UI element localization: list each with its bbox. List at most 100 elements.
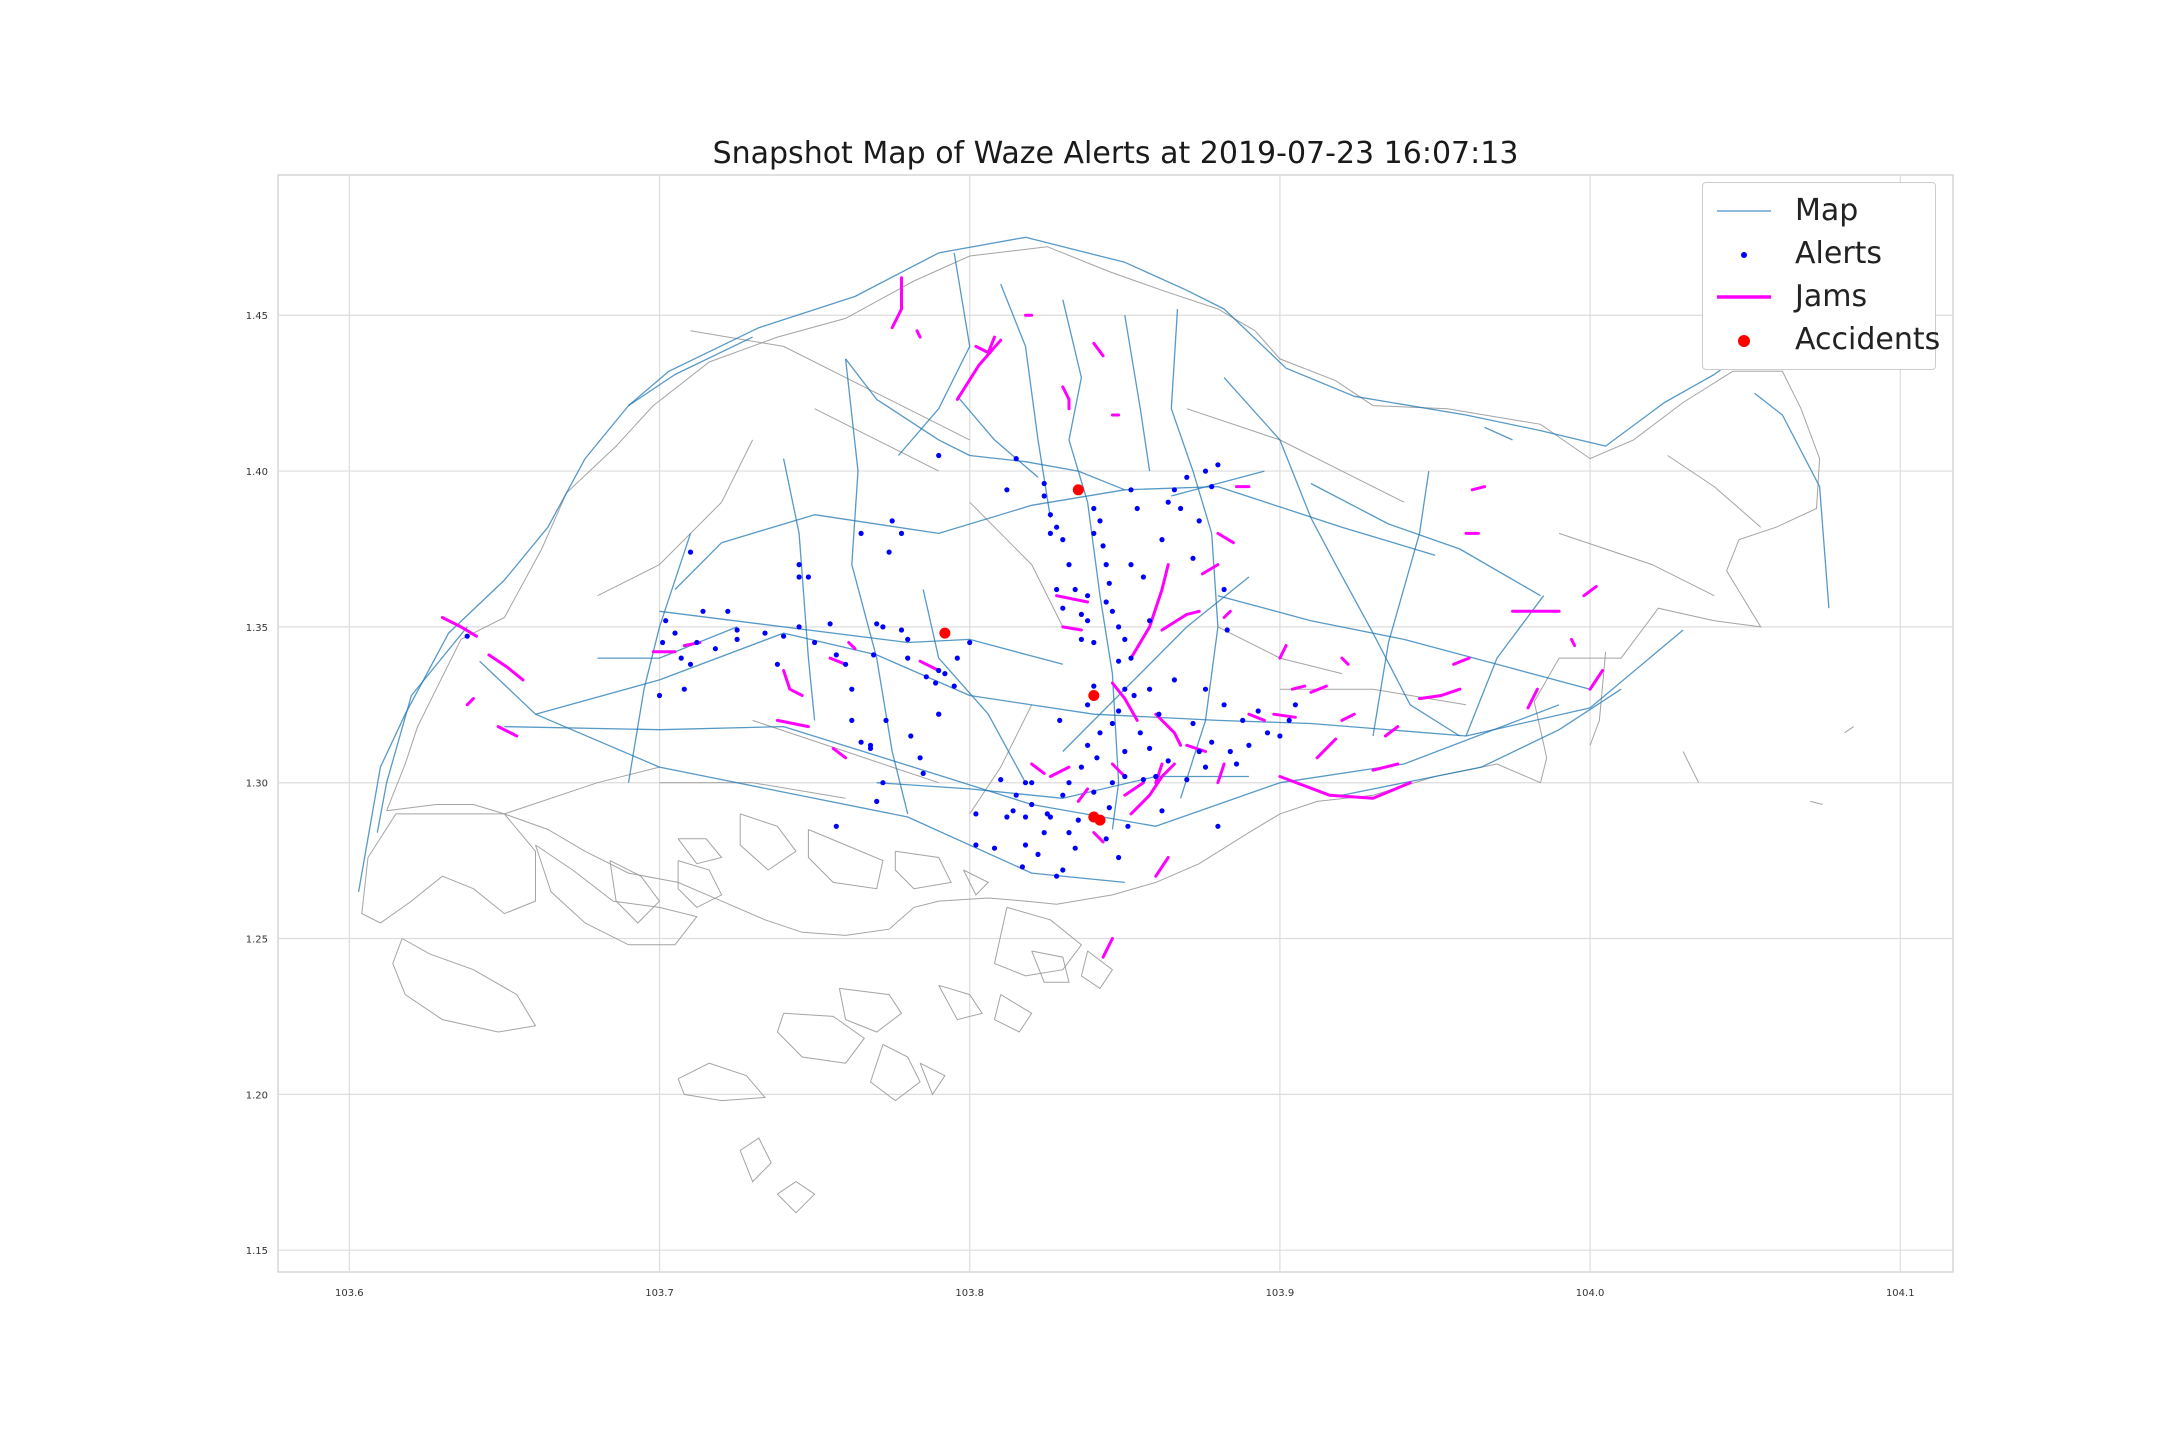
alert-point — [1165, 758, 1171, 764]
jam-segment — [1048, 765, 1071, 778]
land-outline — [1080, 950, 1114, 990]
alert-point — [936, 711, 942, 717]
alert-point — [1215, 823, 1221, 829]
jam-segment — [1247, 712, 1266, 722]
alert-point — [942, 671, 948, 677]
jam-segment — [1123, 781, 1145, 797]
jam-segment — [955, 338, 1003, 401]
alert-point — [1292, 702, 1298, 708]
alert-point — [905, 655, 911, 661]
jam-segment — [1278, 775, 1412, 800]
land-outline — [869, 1044, 921, 1102]
jam-segment — [1110, 681, 1139, 722]
jam-segment — [890, 276, 903, 330]
alert-point — [812, 639, 818, 646]
alert-point — [1227, 748, 1233, 755]
map-road — [659, 610, 1063, 665]
alert-point — [1233, 761, 1240, 767]
alerts-layer — [464, 452, 1298, 879]
jam-segment — [831, 746, 848, 760]
land-outline — [1589, 651, 1607, 746]
alert-point — [874, 798, 880, 805]
map-road — [357, 236, 1762, 892]
alert-point — [936, 667, 942, 674]
alert-point — [1134, 505, 1140, 512]
y-tick-label: 1.35 — [246, 623, 268, 634]
legend-label-map: Map — [1795, 193, 1859, 228]
y-tick-label: 1.45 — [246, 311, 268, 322]
legend-entry-accidents: Accidents — [1703, 320, 1940, 360]
legend-entry-alerts: Alerts — [1703, 234, 1935, 274]
x-tick-label: 103.9 — [1266, 1288, 1295, 1299]
jam-segment — [465, 697, 475, 707]
jam-segment — [1160, 609, 1201, 632]
alert-point — [1109, 608, 1115, 614]
alert-point — [1041, 480, 1047, 487]
land-outline — [1844, 726, 1854, 734]
alert-point — [923, 674, 929, 680]
alert-point — [656, 692, 663, 699]
alert-point — [867, 742, 874, 748]
jam-segment — [1092, 341, 1105, 358]
alert-point — [672, 630, 678, 636]
legend-label-alerts: Alerts — [1795, 236, 1883, 271]
jam-segment — [1383, 725, 1400, 738]
alert-point — [1085, 593, 1091, 599]
alert-point — [973, 842, 979, 848]
alert-point — [1029, 801, 1035, 808]
map-road — [1171, 470, 1265, 497]
y-tick-label: 1.20 — [246, 1090, 268, 1101]
alert-point — [1091, 505, 1097, 512]
accident-point — [1072, 484, 1084, 496]
alert-point — [1128, 487, 1134, 493]
land-outline — [814, 408, 939, 472]
jam-segment — [1216, 762, 1226, 785]
jam-segment — [775, 718, 810, 729]
alert-point — [1078, 764, 1084, 770]
jam-segment — [1129, 563, 1170, 660]
alert-point — [1190, 555, 1196, 561]
alert-point — [1215, 462, 1221, 468]
alert-point — [973, 811, 979, 817]
land-outline — [1810, 800, 1823, 805]
alert-point — [1264, 730, 1271, 736]
jam-segment — [1216, 531, 1235, 545]
alert-point — [1103, 836, 1109, 842]
alert-point — [871, 652, 877, 658]
map-road — [1372, 471, 1430, 737]
alert-point — [1060, 792, 1066, 798]
alert-point — [805, 574, 812, 580]
alert-point — [1091, 530, 1097, 537]
map-road — [956, 395, 1039, 478]
map-road — [479, 629, 1684, 737]
land-outline — [597, 439, 754, 597]
jam-segment — [1101, 937, 1114, 959]
jam-segment — [1129, 762, 1176, 816]
land-outline — [838, 987, 903, 1033]
alert-point — [663, 618, 669, 624]
alert-point — [1078, 611, 1084, 618]
alert-point — [1103, 599, 1109, 605]
y-tick-label: 1.40 — [246, 467, 268, 478]
land-outline — [1558, 532, 1715, 597]
land-outline — [969, 501, 1064, 628]
map-road — [376, 626, 468, 833]
alert-point — [1128, 562, 1134, 568]
alert-point — [1085, 618, 1091, 624]
y-tick-label: 1.25 — [246, 935, 268, 946]
alert-point — [1224, 627, 1230, 633]
alert-point — [700, 608, 706, 614]
alert-point — [1075, 817, 1081, 823]
jam-segment — [1030, 762, 1046, 775]
alert-point — [1116, 708, 1122, 714]
alert-point — [712, 646, 719, 652]
alert-point — [1140, 777, 1146, 783]
land-outline — [894, 850, 952, 890]
alert-point — [1221, 586, 1227, 593]
alert-point — [1060, 605, 1066, 611]
map-road — [782, 458, 816, 721]
alert-point — [849, 686, 855, 692]
map-road — [1124, 315, 1151, 472]
alert-point — [1156, 711, 1162, 717]
alert-point — [898, 530, 905, 537]
